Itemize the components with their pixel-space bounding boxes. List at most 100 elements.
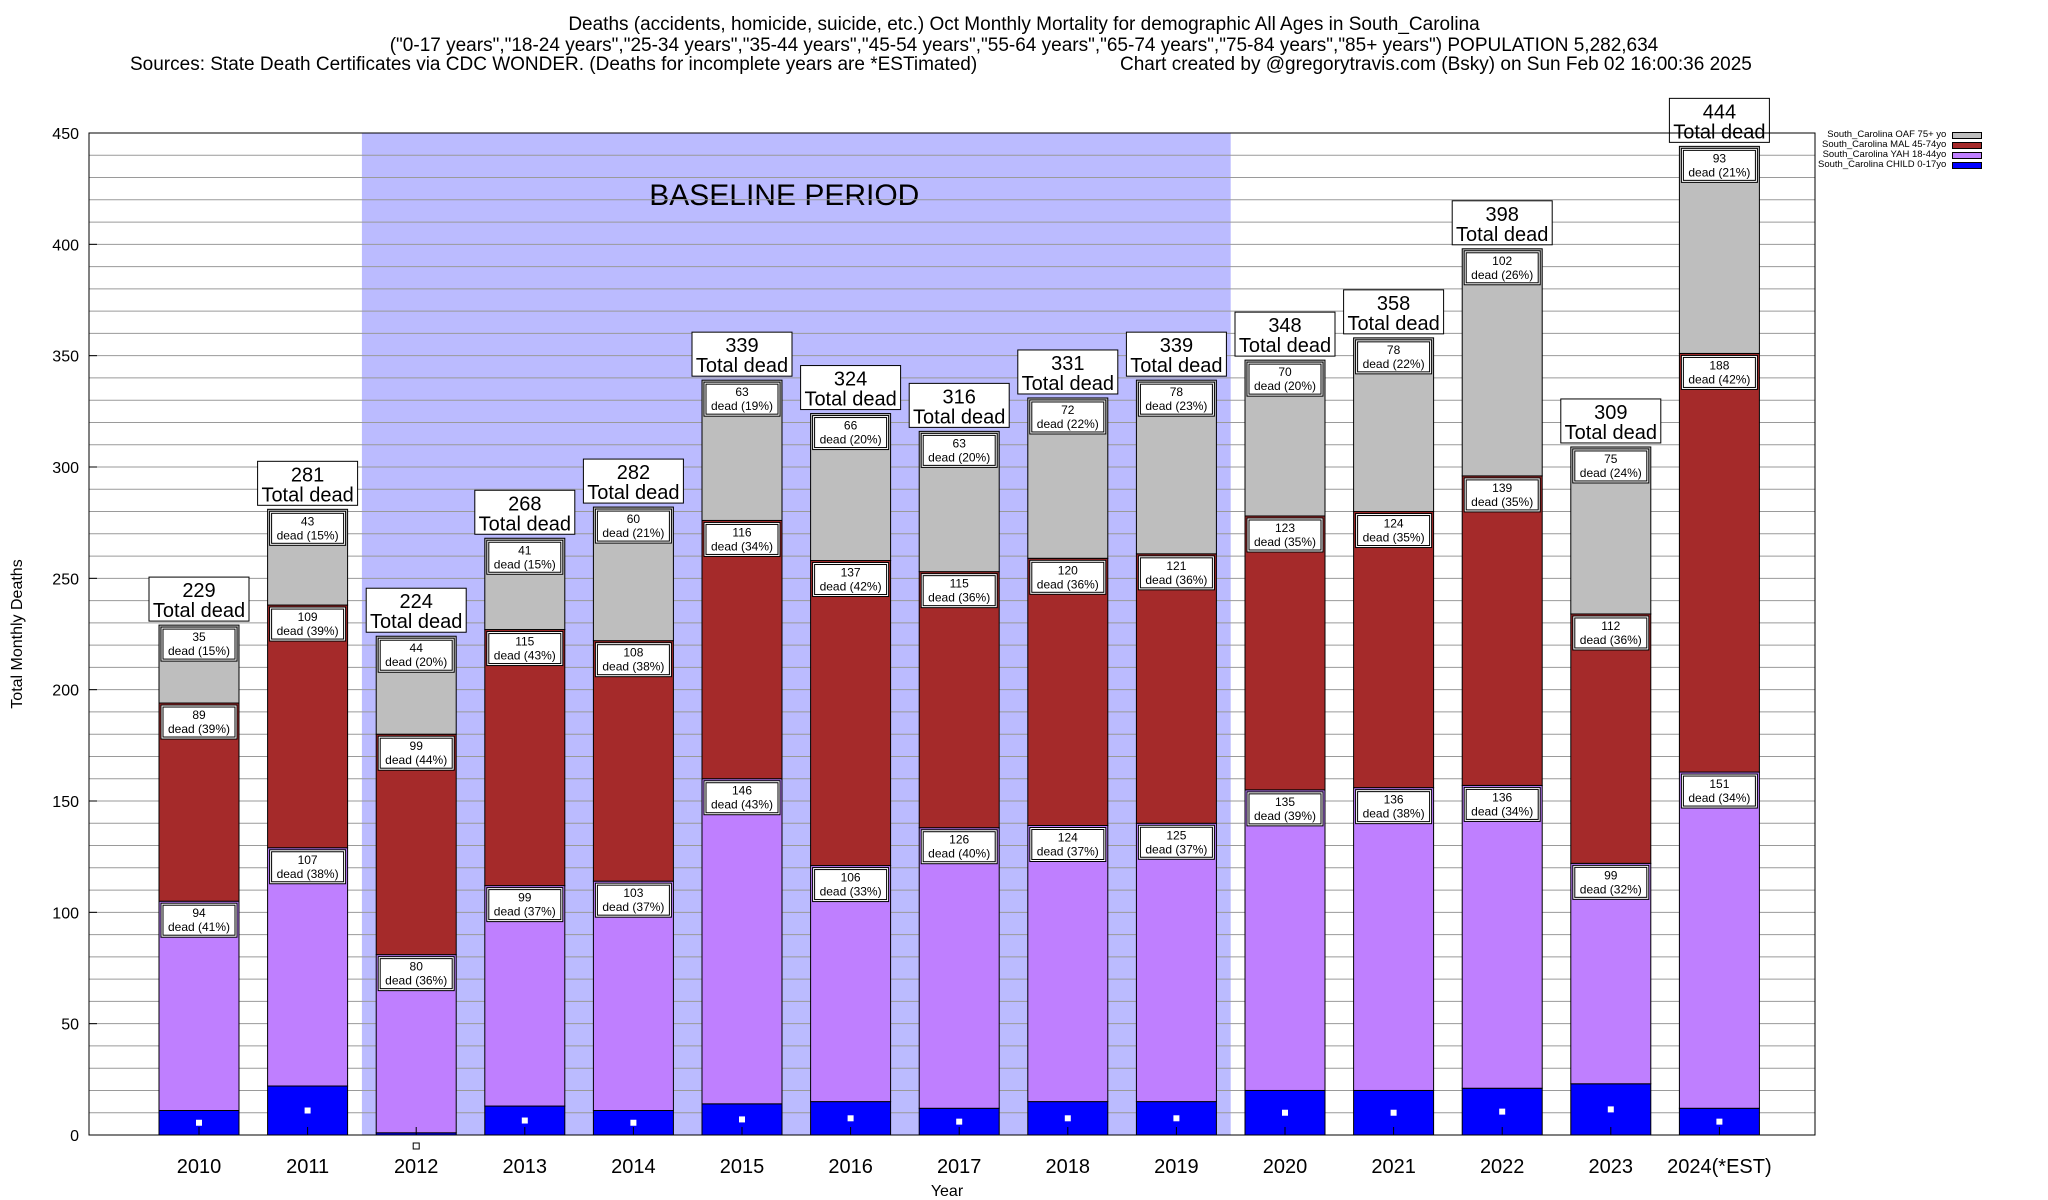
bar-mal — [1461, 475, 1543, 786]
data-label-value: 70 — [1278, 365, 1292, 379]
data-label-box — [1357, 341, 1431, 373]
data-label-box — [1248, 363, 1322, 395]
data-label-pct: dead (34%) — [1471, 804, 1533, 818]
x-tick-label: 2024(*EST) — [1667, 1156, 1772, 1178]
sources-text: Sources: State Death Certificates via CD… — [130, 54, 978, 75]
total-label-value: 224 — [400, 591, 433, 613]
data-label-value: 112 — [1601, 619, 1620, 633]
data-label-box — [1465, 788, 1539, 820]
data-label-box — [1248, 793, 1322, 825]
x-tick-label: 2014 — [611, 1156, 656, 1178]
data-label-pct: dead (15%) — [494, 557, 556, 571]
chart-legend: South_Carolina OAF 75+ yo South_Carolina … — [1818, 130, 1983, 170]
child-marker — [521, 1117, 528, 1124]
data-label-value: 93 — [1713, 151, 1727, 165]
child-marker — [1716, 1118, 1723, 1125]
bar-yah — [918, 827, 1000, 1109]
child-marker — [1390, 1109, 1397, 1116]
data-label-value: 63 — [735, 385, 749, 399]
total-label-text: Total dead — [1456, 224, 1548, 246]
data-label-value: 106 — [841, 871, 861, 885]
data-label-pct: dead (34%) — [1688, 791, 1750, 805]
data-label-box — [162, 904, 236, 936]
total-label-value: 324 — [834, 369, 867, 391]
y-tick-label: 250 — [52, 571, 79, 588]
data-label-box — [705, 782, 779, 814]
data-label-pct: dead (22%) — [1037, 417, 1099, 431]
y-tick-label: 150 — [52, 794, 79, 811]
x-tick-label: 2016 — [828, 1156, 873, 1178]
child-marker — [1064, 1115, 1071, 1122]
data-label-box — [1574, 617, 1648, 649]
y-axis-label: Total Monthly Deaths — [9, 559, 26, 708]
total-label-text: Total dead — [479, 513, 571, 535]
data-label-pct: dead (26%) — [1471, 268, 1533, 282]
bar-mal — [484, 629, 566, 887]
data-label-value: 120 — [1058, 563, 1078, 577]
data-label-box — [379, 958, 453, 990]
child-marker — [304, 1107, 311, 1114]
data-label-pct: dead (33%) — [820, 885, 882, 899]
data-label-value: 66 — [844, 419, 858, 433]
legend-item: South_Carolina MAL 45-74yo — [1818, 140, 1983, 150]
data-label-box — [1682, 356, 1756, 388]
y-tick-label: 200 — [52, 683, 79, 700]
total-label-box — [908, 382, 1010, 428]
data-label-value: 116 — [732, 525, 751, 539]
data-label-pct: dead (37%) — [494, 905, 556, 919]
bar-yah — [267, 847, 349, 1087]
bar-mal — [592, 640, 674, 882]
data-label-value: 125 — [1166, 828, 1186, 842]
data-label-value: 136 — [1492, 790, 1512, 804]
data-label-value: 78 — [1170, 385, 1184, 399]
total-label-text: Total dead — [587, 482, 679, 504]
data-label-pct: dead (36%) — [928, 591, 990, 605]
data-label-pct: dead (36%) — [1580, 633, 1642, 647]
data-label-pct: dead (36%) — [1037, 577, 1099, 591]
y-tick-label: 450 — [52, 126, 79, 143]
data-label-box — [705, 383, 779, 415]
data-label-value: 107 — [298, 853, 318, 867]
bar-mal — [918, 571, 1000, 829]
x-tick-label: 2012 — [394, 1156, 439, 1178]
data-label-value: 102 — [1492, 254, 1512, 268]
data-label-box — [1248, 519, 1322, 551]
bar-mal — [1135, 553, 1217, 824]
data-label-value: 124 — [1058, 830, 1078, 844]
x-axis-label: Year — [931, 1183, 964, 1200]
data-label-pct: dead (20%) — [385, 655, 447, 669]
x-tick-label: 2021 — [1371, 1156, 1416, 1178]
data-label-box — [1682, 775, 1756, 807]
data-label-value: 35 — [192, 630, 206, 644]
data-label-pct: dead (15%) — [168, 644, 230, 658]
data-label-value: 146 — [732, 784, 752, 798]
data-label-value: 99 — [410, 739, 424, 753]
data-label-pct: dead (21%) — [602, 526, 664, 540]
data-label-value: 126 — [949, 833, 969, 847]
y-tick-label: 350 — [52, 349, 79, 366]
data-label-value: 94 — [192, 906, 206, 920]
total-label-value: 444 — [1703, 101, 1736, 123]
total-label-value: 229 — [182, 580, 215, 602]
data-label-pct: dead (20%) — [1254, 379, 1316, 393]
data-label-value: 121 — [1166, 559, 1186, 573]
child-marker — [630, 1119, 637, 1126]
data-label-value: 80 — [410, 960, 424, 974]
bar-yah — [1244, 789, 1326, 1091]
legend-item: South_Carolina OAF 75+ yo — [1818, 130, 1983, 140]
data-label-box — [705, 523, 779, 555]
data-label-box — [271, 851, 345, 883]
total-label-box — [1451, 200, 1553, 246]
credit-text: Chart created by @gregorytravis.com (Bsk… — [1120, 54, 1752, 75]
total-label-value: 339 — [725, 335, 758, 357]
data-label-pct: dead (42%) — [820, 580, 882, 594]
plot-frame — [88, 132, 1816, 1136]
data-label-value: 63 — [953, 436, 967, 450]
data-label-pct: dead (38%) — [277, 867, 339, 881]
data-label-pct: dead (37%) — [1145, 842, 1207, 856]
bar-mal — [701, 519, 783, 780]
data-label-value: 137 — [841, 566, 861, 580]
data-label-box — [488, 889, 562, 921]
bar-yah — [1570, 862, 1652, 1085]
child-marker — [1499, 1108, 1506, 1115]
